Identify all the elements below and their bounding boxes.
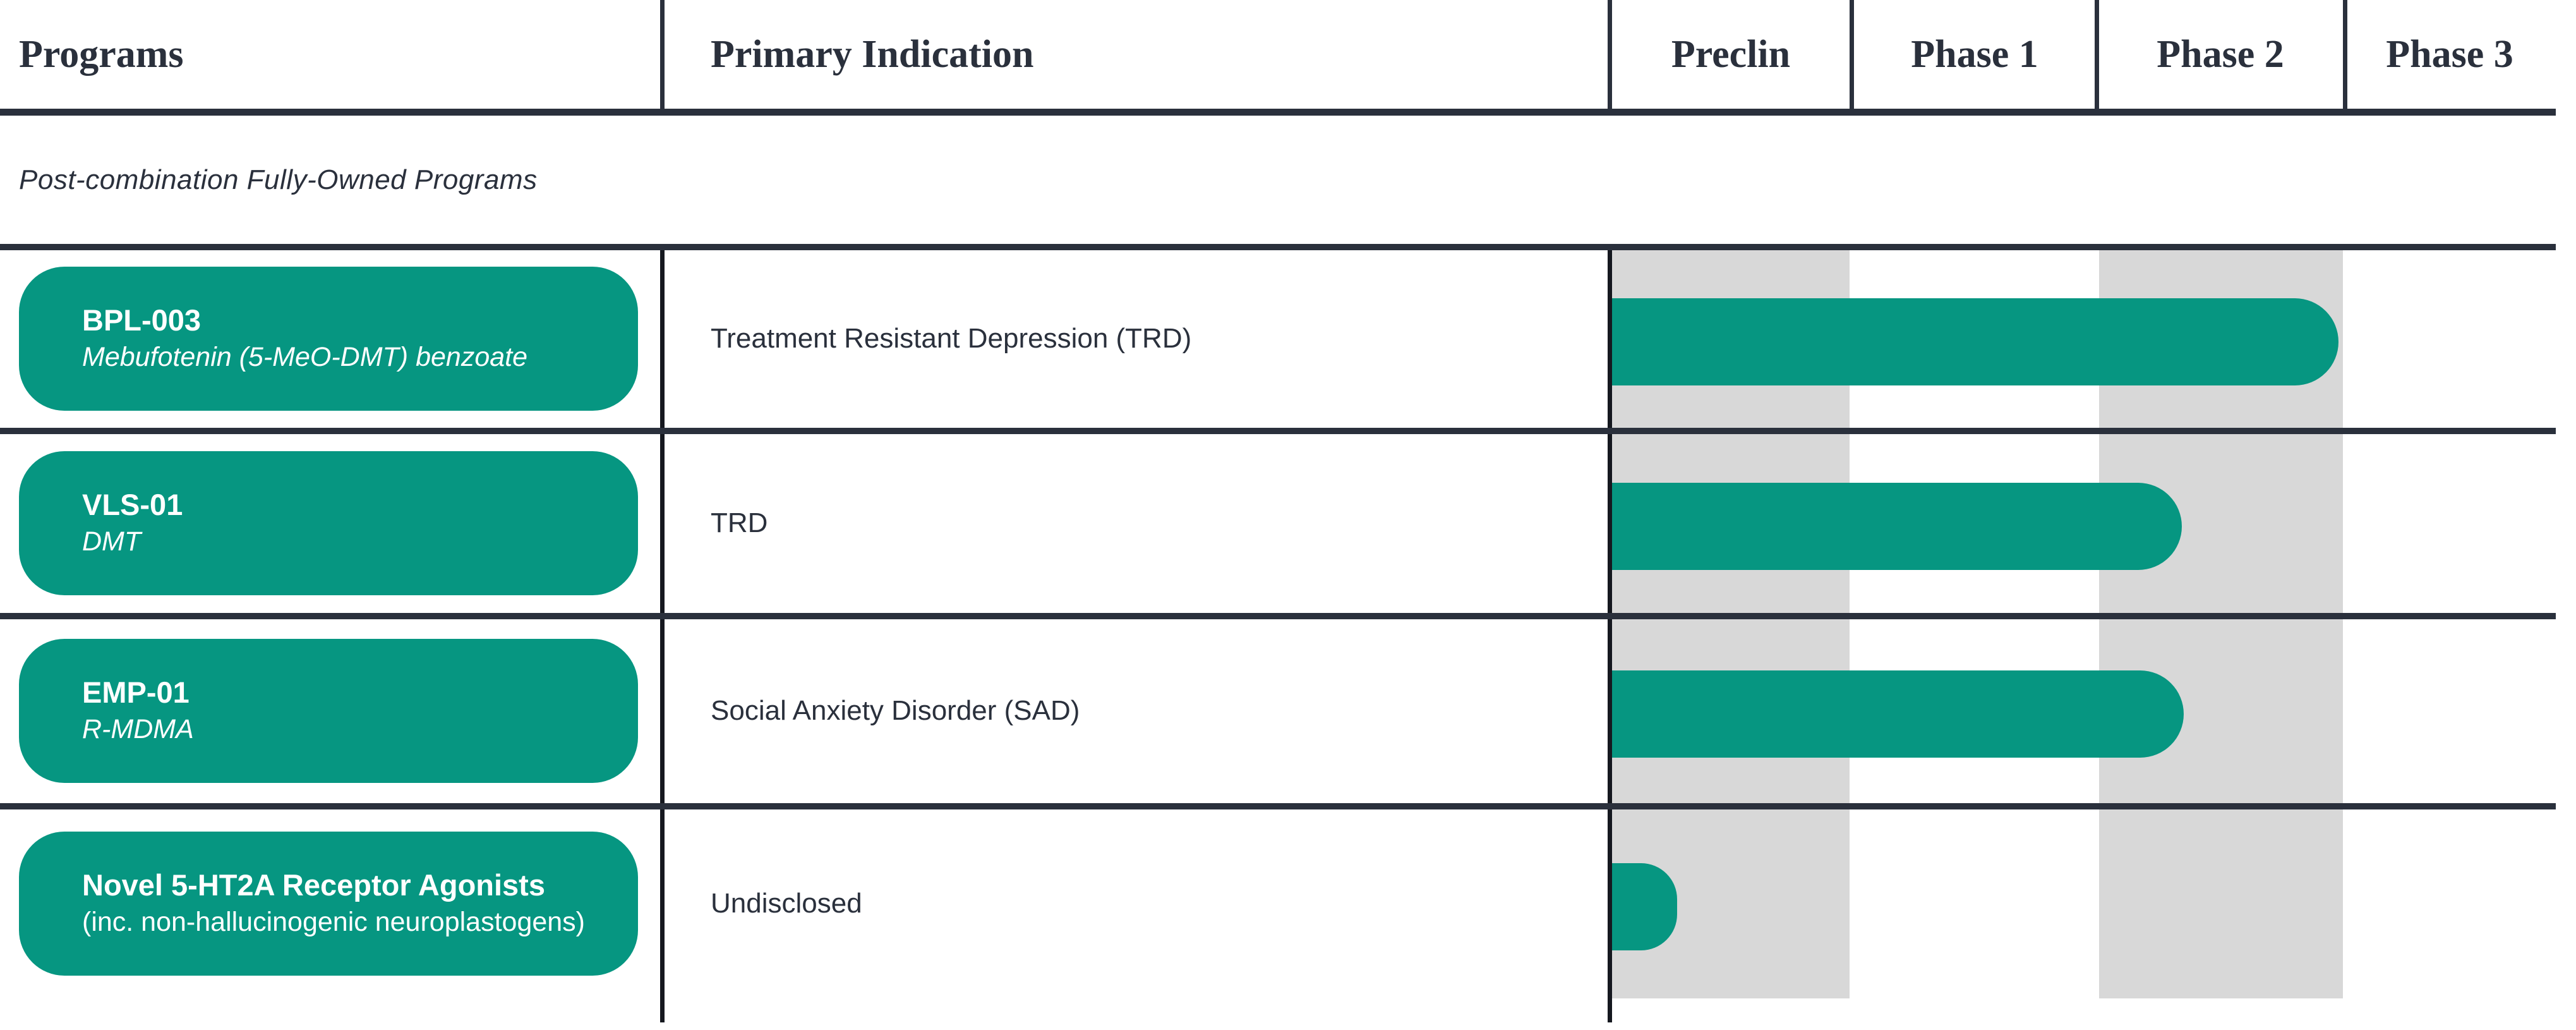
phase-header-preclin: Preclin	[1671, 32, 1791, 76]
progress-bar	[1612, 863, 1677, 950]
progress-bar	[1612, 298, 2338, 385]
phase-header-phase3: Phase 3	[2386, 32, 2513, 76]
phase-header-phase1: Phase 1	[1911, 32, 2038, 76]
column-divider	[1608, 246, 1612, 1022]
indication-text: Social Anxiety Disorder (SAD)	[711, 695, 1080, 726]
program-compound: (inc. non-hallucinogenic neuroplastogens…	[82, 907, 586, 938]
indication-column-header: Primary Indication	[711, 32, 1034, 76]
header-bottom-border	[0, 109, 2556, 116]
program-name: VLS-01	[82, 487, 183, 521]
programs-column-header: Programs	[19, 32, 184, 76]
program-pill: EMP-01 R-MDMA	[19, 639, 638, 783]
section-label: Post-combination Fully-Owned Programs	[19, 164, 538, 195]
row-divider	[0, 428, 2556, 434]
header-column-divider	[2343, 0, 2347, 109]
header-column-divider	[1850, 0, 1854, 109]
progress-bar	[1612, 483, 2182, 570]
program-pill: VLS-01 DMT	[19, 451, 638, 595]
header-column-divider	[1608, 0, 1612, 109]
column-divider	[660, 246, 665, 1022]
header-column-divider	[2095, 0, 2099, 109]
indication-text: TRD	[711, 507, 768, 538]
header-column-divider	[660, 0, 665, 109]
program-compound: DMT	[82, 526, 141, 557]
program-name: EMP-01	[82, 675, 190, 709]
progress-bar	[1612, 670, 2184, 758]
row-divider	[0, 613, 2556, 619]
program-name: Novel 5-HT2A Receptor Agonists	[82, 868, 545, 902]
phase-header-phase2: Phase 2	[2157, 32, 2284, 76]
row-divider	[0, 244, 2556, 250]
program-compound: Mebufotenin (5-MeO-DMT) benzoate	[82, 342, 528, 373]
program-compound: R-MDMA	[82, 714, 194, 745]
indication-text: Undisclosed	[711, 888, 862, 919]
indication-text: Treatment Resistant Depression (TRD)	[711, 323, 1192, 354]
program-pill: BPL-003 Mebufotenin (5-MeO-DMT) benzoate	[19, 267, 638, 411]
program-pill: Novel 5-HT2A Receptor Agonists (inc. non…	[19, 832, 638, 976]
program-name: BPL-003	[82, 303, 202, 337]
row-divider	[0, 803, 2556, 809]
